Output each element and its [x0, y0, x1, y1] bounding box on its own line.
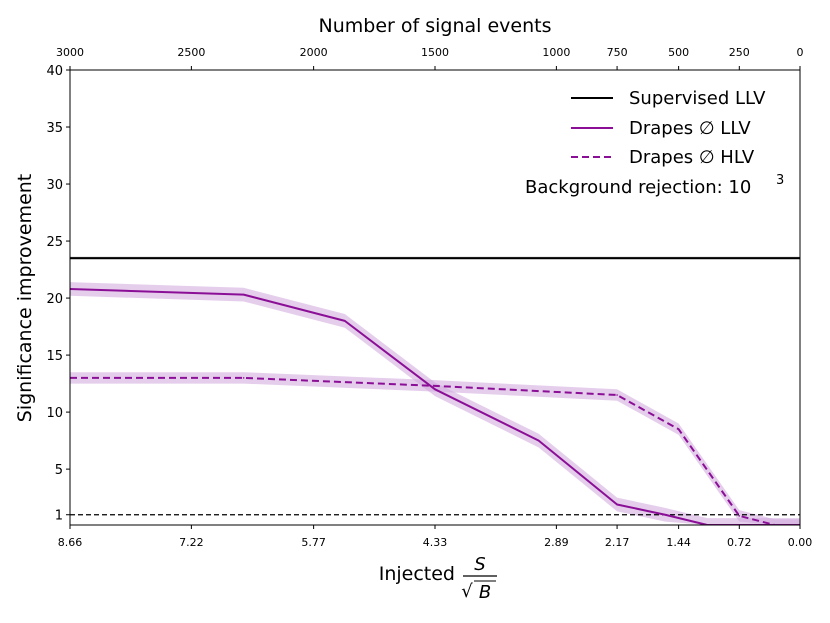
data-point-drapes-hlv [434, 385, 436, 387]
data-point-drapes-hlv [242, 377, 245, 379]
y-tick-label: 25 [46, 235, 63, 250]
top-tick-label: 2000 [300, 46, 328, 59]
y-tick-label: 5 [55, 463, 63, 478]
x-tick-label: 1.44 [666, 536, 691, 549]
y-tick-label: 1 [55, 509, 63, 524]
top-tick-label: 2500 [177, 46, 205, 59]
y-axis-label: Significance improvement [14, 174, 36, 422]
x-tick-label: 0.72 [727, 536, 752, 549]
band-drapes-llv [70, 282, 800, 525]
legend-label-drapes-hlv: Drapes ∅ HLV [629, 147, 755, 168]
background-rejection-annotation: Background rejection: 10 3 [525, 173, 784, 198]
x-tick-label: 8.66 [58, 536, 83, 549]
x-tick-label: 2.17 [605, 536, 630, 549]
top-tick-label: 250 [729, 46, 750, 59]
annotation-text: Background rejection: 10 [525, 177, 751, 198]
x-tick-label: 0.00 [788, 536, 813, 549]
tick-labels: 8.66 7.22 5.77 4.33 2.89 2.17 1.44 0.72 0.00 3000… [46, 46, 812, 549]
y-tick-label: 30 [46, 178, 63, 193]
data-point-drapes-llv [537, 439, 540, 442]
data-point-drapes-hlv [738, 515, 741, 517]
data-point-drapes-llv [434, 388, 436, 391]
series-line-drapes-llv [70, 287, 800, 525]
y-tick-label: 15 [46, 349, 63, 364]
x-tick-label: 7.22 [179, 536, 204, 549]
data-point-drapes-hlv [616, 394, 618, 396]
y-tick-label: 20 [46, 292, 63, 307]
axes [66, 66, 801, 529]
data-point-drapes-llv [344, 320, 346, 322]
legend: Supervised LLV Drapes ∅ LLV Drapes ∅ HLV [571, 88, 766, 168]
legend-label-supervised: Supervised LLV [629, 88, 766, 109]
annotation-exponent: 3 [776, 173, 784, 188]
data-point-drapes-llv [664, 513, 666, 516]
legend-label-drapes-llv: Drapes ∅ LLV [629, 118, 751, 139]
series-line-drapes-hlv [70, 376, 800, 525]
top-tick-label: 1000 [542, 46, 570, 59]
data-point-drapes-llv [616, 503, 618, 506]
x-axis-label-prefix: Injected [379, 563, 455, 585]
top-tick-label: 500 [668, 46, 689, 59]
x-tick-label: 4.33 [423, 536, 448, 549]
top-axis-label: Number of signal events [319, 15, 552, 37]
x-axis-label: Injected S √ B [379, 554, 497, 603]
y-tick-label: 40 [46, 64, 63, 79]
x-tick-label: 2.89 [544, 536, 569, 549]
y-tick-label: 10 [46, 406, 63, 421]
x-axis-label-sqrt: √ [461, 581, 473, 602]
top-tick-label: 0 [797, 46, 804, 59]
top-tick-label: 750 [607, 46, 628, 59]
x-tick-label: 5.77 [301, 536, 326, 549]
uncertainty-bands [70, 256, 800, 525]
y-tick-label: 35 [46, 121, 63, 136]
data-point-drapes-llv [242, 293, 245, 296]
x-axis-label-numerator: S [474, 554, 485, 575]
x-axis-label-denominator: B [479, 582, 491, 603]
top-tick-label: 1500 [421, 46, 449, 59]
series-lines [70, 257, 800, 525]
top-tick-label: 3000 [56, 46, 84, 59]
data-point-drapes-hlv [677, 428, 680, 431]
